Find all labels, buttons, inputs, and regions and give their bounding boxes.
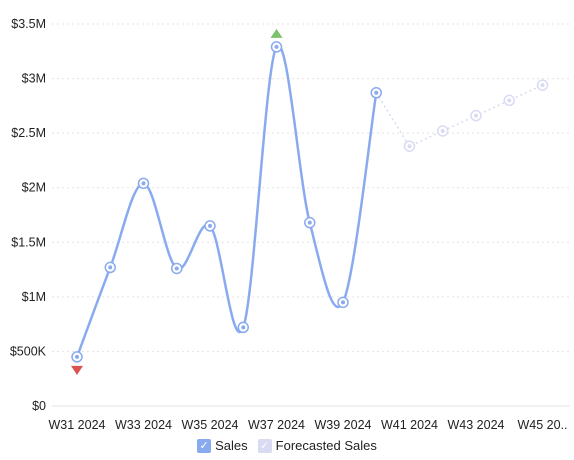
- legend-label-sales: Sales: [215, 438, 248, 453]
- checkbox-icon[interactable]: ✓: [257, 438, 272, 453]
- y-tick-label: $3.5M: [11, 17, 46, 31]
- max-marker-icon: [270, 28, 283, 38]
- forecast-point-dot: [440, 128, 445, 133]
- legend-item-sales[interactable]: ✓ Sales: [197, 438, 248, 453]
- y-tick-label: $2M: [22, 181, 46, 195]
- checkbox-icon[interactable]: ✓: [197, 438, 212, 453]
- x-tick-label: W33 2024: [115, 418, 172, 432]
- sales-point-dot: [75, 354, 79, 359]
- x-tick-label: W37 2024: [248, 418, 305, 432]
- legend-item-forecasted-sales[interactable]: ✓ Forecasted Sales: [257, 438, 377, 453]
- sales-point-dot: [208, 223, 212, 228]
- sales-point-dot: [374, 90, 379, 95]
- y-tick-label: $0: [32, 399, 46, 413]
- sales-point-dot: [241, 325, 246, 330]
- y-tick-label: $2.5M: [11, 126, 46, 140]
- sales-point-dot: [274, 44, 279, 49]
- legend-label-forecasted-sales: Forecasted Sales: [275, 438, 377, 453]
- sales-point-dot: [108, 265, 113, 270]
- x-tick-label: W35 2024: [182, 418, 239, 432]
- min-marker-icon: [71, 365, 83, 375]
- x-tick-label: W31 2024: [49, 418, 106, 432]
- sales-point-dot: [141, 181, 146, 186]
- forecast-line: [375, 84, 543, 148]
- x-tick-label: W45 20..: [517, 418, 567, 432]
- forecast-point-dot: [507, 98, 512, 103]
- forecast-point-dot: [540, 83, 545, 88]
- x-tick-label: W41 2024: [381, 418, 438, 432]
- x-tick-label: W43 2024: [448, 418, 505, 432]
- y-tick-label: $1.5M: [11, 235, 46, 249]
- chart-plot: $0 $500K $1M $1.5M $2M $2.5M $3M $3.5M W31 2024 W…: [10, 17, 570, 432]
- x-tick-label: W39 2024: [315, 418, 372, 432]
- y-tick-label: $3M: [22, 72, 46, 86]
- sales-point-dot: [307, 220, 312, 225]
- sales-point-dot: [341, 300, 345, 305]
- chart-legend: ✓ Sales ✓ Forecasted Sales: [0, 438, 574, 453]
- y-tick-label: $1M: [22, 290, 46, 304]
- sales-line: [75, 44, 378, 358]
- y-tick-label: $500K: [10, 344, 47, 358]
- forecast-point-dot: [407, 144, 412, 149]
- sales-point-dot: [174, 266, 179, 271]
- forecast-point-dot: [474, 113, 478, 118]
